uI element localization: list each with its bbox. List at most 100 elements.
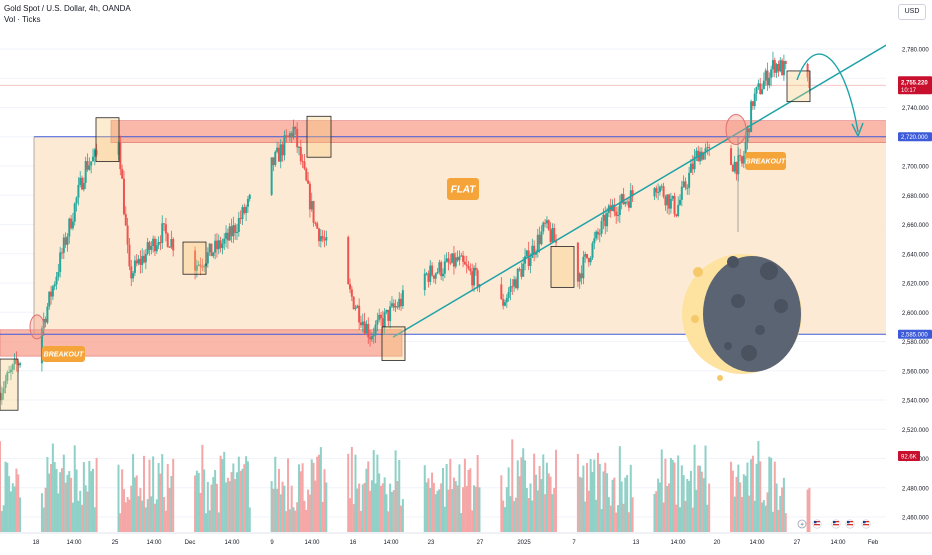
candle-159[interactable] bbox=[389, 306, 392, 321]
candle-96[interactable] bbox=[234, 225, 237, 233]
candle-42[interactable] bbox=[95, 149, 98, 155]
candle-109[interactable] bbox=[277, 147, 280, 162]
candle-265[interactable] bbox=[662, 186, 665, 197]
candle-251[interactable] bbox=[617, 215, 620, 217]
candle-309[interactable] bbox=[762, 80, 765, 90]
candle-135[interactable] bbox=[325, 236, 328, 241]
candle-71[interactable] bbox=[168, 246, 171, 248]
candle-260[interactable] bbox=[653, 188, 656, 197]
candle-146[interactable] bbox=[365, 323, 368, 334]
candle-45[interactable] bbox=[121, 169, 124, 179]
candle-287[interactable] bbox=[702, 152, 705, 160]
candle-61[interactable] bbox=[150, 245, 153, 250]
highlight-box-6[interactable] bbox=[786, 70, 811, 103]
candle-183[interactable] bbox=[452, 253, 455, 267]
candle-53[interactable] bbox=[135, 260, 138, 264]
candle-194[interactable] bbox=[472, 267, 475, 286]
candle-292[interactable] bbox=[731, 164, 734, 172]
candle-275[interactable] bbox=[680, 186, 683, 200]
candle-107[interactable] bbox=[274, 151, 277, 166]
candle-70[interactable] bbox=[166, 233, 169, 247]
candle-218[interactable] bbox=[536, 234, 539, 253]
candle-236[interactable] bbox=[589, 257, 592, 263]
candle-190[interactable] bbox=[465, 264, 468, 266]
candle-231[interactable] bbox=[580, 273, 583, 279]
candle-83[interactable] bbox=[210, 243, 213, 257]
candle-104[interactable] bbox=[248, 194, 251, 200]
candle-176[interactable] bbox=[440, 262, 443, 277]
candle-100[interactable] bbox=[241, 207, 244, 219]
candle-276[interactable] bbox=[682, 181, 685, 187]
candle-31[interactable] bbox=[75, 197, 78, 204]
highlight-box-1[interactable] bbox=[95, 117, 120, 163]
candle-289[interactable] bbox=[706, 147, 709, 149]
candle-35[interactable] bbox=[82, 182, 85, 190]
candle-230[interactable] bbox=[578, 273, 581, 282]
candle-274[interactable] bbox=[678, 199, 681, 205]
projection-arc[interactable] bbox=[796, 53, 859, 133]
candle-66[interactable] bbox=[159, 242, 162, 244]
candle-254[interactable] bbox=[622, 194, 625, 205]
candle-177[interactable] bbox=[441, 273, 445, 277]
candle-214[interactable] bbox=[529, 257, 532, 266]
candle-127[interactable] bbox=[310, 201, 313, 210]
candle-266[interactable] bbox=[664, 196, 667, 206]
candle-85[interactable] bbox=[214, 240, 217, 253]
candle-137[interactable] bbox=[349, 284, 352, 290]
candle-56[interactable] bbox=[141, 255, 144, 265]
candle-193[interactable] bbox=[471, 271, 474, 286]
candle-24[interactable] bbox=[62, 237, 65, 253]
candle-199[interactable] bbox=[502, 299, 505, 306]
candle-293[interactable] bbox=[733, 161, 736, 172]
candle-102[interactable] bbox=[245, 206, 248, 214]
candle-256[interactable] bbox=[626, 201, 629, 203]
candle-181[interactable] bbox=[449, 262, 452, 264]
candle-233[interactable] bbox=[584, 254, 587, 257]
candle-79[interactable] bbox=[203, 265, 206, 267]
candle-92[interactable] bbox=[226, 232, 229, 241]
candle-5[interactable] bbox=[8, 371, 11, 373]
candle-60[interactable] bbox=[148, 242, 151, 250]
candle-91[interactable] bbox=[225, 232, 228, 239]
candle-290[interactable] bbox=[708, 147, 711, 149]
candle-288[interactable] bbox=[704, 148, 707, 153]
candle-298[interactable] bbox=[742, 155, 745, 164]
candle-204[interactable] bbox=[511, 286, 514, 288]
candle-21[interactable] bbox=[57, 272, 60, 277]
candle-16[interactable] bbox=[48, 291, 51, 307]
candle-131[interactable] bbox=[318, 228, 321, 242]
candle-211[interactable] bbox=[524, 256, 527, 264]
candle-188[interactable] bbox=[462, 255, 465, 262]
candle-195[interactable] bbox=[474, 267, 477, 271]
candle-180[interactable] bbox=[447, 258, 450, 263]
candle-12[interactable] bbox=[40, 328, 43, 364]
candle-175[interactable] bbox=[438, 262, 441, 272]
candle-4[interactable] bbox=[6, 372, 9, 381]
candle-185[interactable] bbox=[456, 257, 459, 261]
candle-106[interactable] bbox=[272, 157, 275, 166]
candle-306[interactable] bbox=[757, 83, 760, 87]
candle-149[interactable] bbox=[370, 335, 373, 340]
candle-168[interactable] bbox=[425, 273, 428, 275]
candle-217[interactable] bbox=[534, 252, 537, 255]
candle-8[interactable] bbox=[13, 359, 16, 365]
currency-button[interactable]: USD bbox=[898, 4, 926, 20]
candle-141[interactable] bbox=[356, 305, 359, 308]
candle-94[interactable] bbox=[230, 226, 233, 237]
candle-23[interactable] bbox=[60, 252, 63, 254]
candle-68[interactable] bbox=[163, 223, 166, 225]
candle-152[interactable] bbox=[376, 319, 379, 325]
candle-117[interactable] bbox=[292, 126, 295, 138]
candle-158[interactable] bbox=[387, 309, 390, 321]
candle-281[interactable] bbox=[691, 163, 694, 170]
candle-272[interactable] bbox=[675, 214, 678, 216]
candle-14[interactable] bbox=[44, 318, 47, 323]
candle-116[interactable] bbox=[290, 133, 293, 138]
candle-278[interactable] bbox=[686, 187, 689, 189]
candle-26[interactable] bbox=[66, 236, 69, 245]
candle-226[interactable] bbox=[551, 227, 554, 242]
rising-trendline[interactable] bbox=[392, 38, 898, 338]
candle-40[interactable] bbox=[91, 156, 94, 162]
candle-156[interactable] bbox=[383, 312, 386, 328]
candle-130[interactable] bbox=[316, 223, 319, 229]
